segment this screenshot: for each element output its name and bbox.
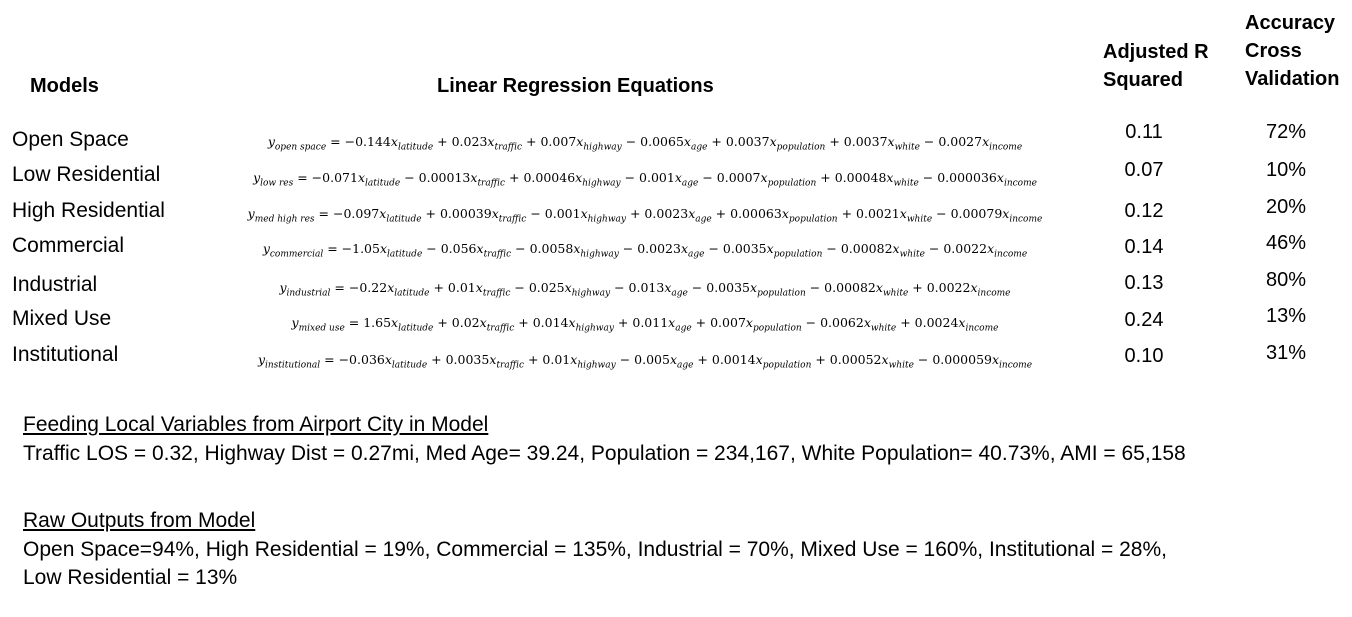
equation-rhs: = 1.65xlatitude + 0.02xtraffic + 0.014xh… <box>348 315 999 334</box>
accuracy-value: 46% <box>1265 232 1307 254</box>
accuracy-cv-header: Accuracy Cross Validation <box>1245 9 1339 93</box>
regression-equation: ycommercial = −1.05xlatitude − 0.056xtra… <box>200 241 1090 260</box>
model-name: Low Residential <box>12 163 161 186</box>
accuracy-cv-header-line2: Cross <box>1245 40 1302 62</box>
adjusted-r2-value: 0.11 <box>1125 121 1163 143</box>
equation-lhs: yinstitutional <box>257 352 321 371</box>
adjusted-r2-value: 0.14 <box>1124 236 1164 258</box>
model-name: Open Space <box>12 128 129 151</box>
equation-lhs: yopen space <box>267 134 327 153</box>
equation-rhs: = −0.22xlatitude + 0.01xtraffic − 0.025x… <box>334 280 1011 299</box>
regression-equation: ylow res = −0.071xlatitude − 0.00013xtra… <box>200 170 1090 189</box>
accuracy-value: 80% <box>1265 269 1307 291</box>
adjusted-r2-value: 0.07 <box>1124 159 1164 181</box>
equation-rhs: = −0.071xlatitude − 0.00013xtraffic + 0.… <box>297 170 1037 189</box>
regression-equation: ymixed use = 1.65xlatitude + 0.02xtraffi… <box>200 315 1090 334</box>
adjusted-r2-value: 0.24 <box>1124 309 1164 331</box>
models-header: Models <box>30 75 99 97</box>
model-name: Industrial <box>12 273 98 296</box>
accuracy-value: 10% <box>1265 159 1307 181</box>
feeding-variables-body: Traffic LOS = 0.32, Highway Dist = 0.27m… <box>23 442 1186 465</box>
model-name: Commercial <box>12 234 125 257</box>
regression-equation: yopen space = −0.144xlatitude + 0.023xtr… <box>200 134 1090 153</box>
model-name: Mixed Use <box>12 307 112 330</box>
accuracy-value: 31% <box>1265 342 1307 364</box>
equation-lhs: ylow res <box>253 170 294 189</box>
equation-rhs: = −0.036xlatitude + 0.0035xtraffic + 0.0… <box>324 352 1033 371</box>
equation-rhs: = −0.144xlatitude + 0.023xtraffic + 0.00… <box>330 134 1023 153</box>
equation-lhs: ycommercial <box>262 241 324 260</box>
model-name: High Residential <box>12 199 165 222</box>
accuracy-value: 13% <box>1265 305 1307 327</box>
raw-outputs-title: Raw Outputs from Model <box>23 509 256 532</box>
equation-lhs: ymed high res <box>247 206 315 225</box>
regression-equation: yinstitutional = −0.036xlatitude + 0.003… <box>200 352 1090 371</box>
equation-rhs: = −0.097xlatitude + 0.00039xtraffic − 0.… <box>318 206 1043 225</box>
equations-header: Linear Regression Equations <box>437 75 714 97</box>
accuracy-cv-header-line3: Validation <box>1245 68 1340 90</box>
adjusted-r2-value: 0.13 <box>1124 272 1164 294</box>
regression-equation: ymed high res = −0.097xlatitude + 0.0003… <box>200 206 1090 225</box>
adjusted-r2-value: 0.12 <box>1124 200 1164 222</box>
regression-equation: yindustrial = −0.22xlatitude + 0.01xtraf… <box>200 280 1090 299</box>
adjusted-r-squared-header: Adjusted R Squared <box>1103 38 1209 94</box>
accuracy-cv-header-line1: Accuracy <box>1245 12 1336 34</box>
raw-outputs-body: Open Space=94%, High Residential = 19%, … <box>23 536 1167 592</box>
adjusted-r-squared-header-line2: Squared <box>1103 69 1184 91</box>
raw-outputs-line2: Low Residential = 13% <box>23 566 238 589</box>
equation-lhs: yindustrial <box>279 280 331 299</box>
model-name: Institutional <box>12 343 119 366</box>
equation-lhs: ymixed use <box>291 315 345 334</box>
raw-outputs-line1: Open Space=94%, High Residential = 19%, … <box>23 538 1167 561</box>
adjusted-r2-value: 0.10 <box>1124 345 1164 367</box>
accuracy-value: 20% <box>1265 196 1307 218</box>
feeding-variables-title: Feeding Local Variables from Airport Cit… <box>23 413 489 436</box>
adjusted-r-squared-header-line1: Adjusted R <box>1103 41 1209 63</box>
accuracy-value: 72% <box>1265 121 1307 143</box>
equation-rhs: = −1.05xlatitude − 0.056xtraffic − 0.005… <box>327 241 1028 260</box>
